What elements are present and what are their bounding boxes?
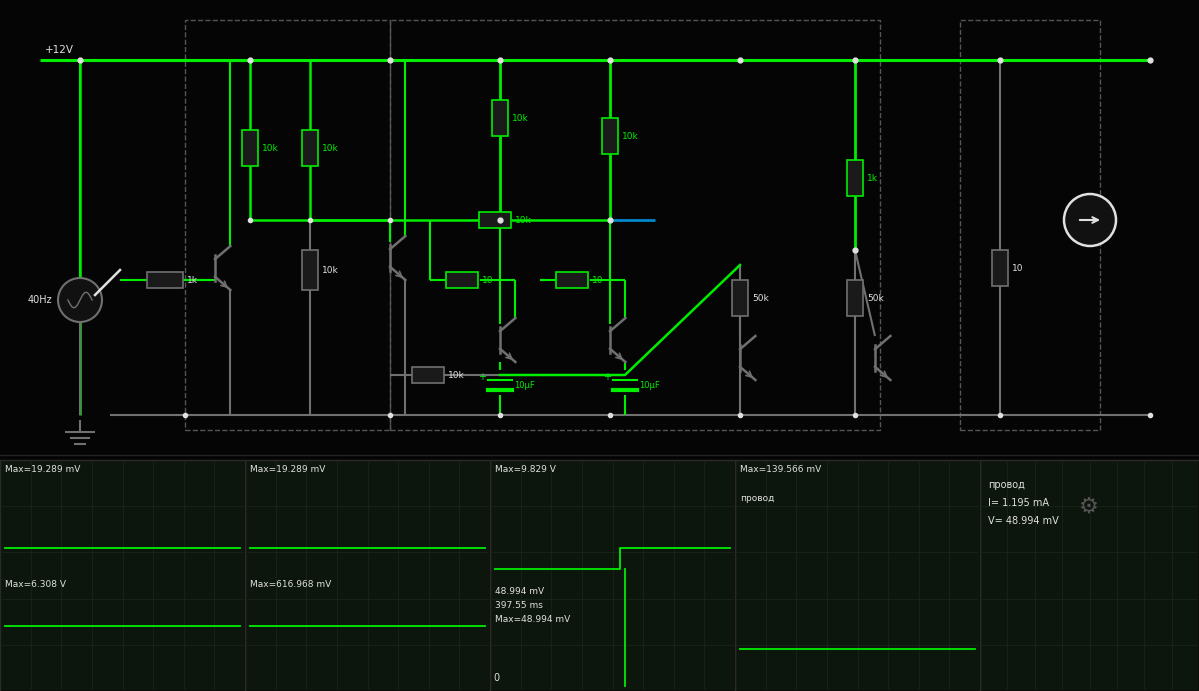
Bar <box>147 272 183 288</box>
Bar <box>846 280 863 316</box>
Bar <box>980 460 1199 691</box>
Bar <box>478 212 511 228</box>
Text: 10k: 10k <box>323 144 339 153</box>
Text: Max=6.308 V: Max=6.308 V <box>5 580 66 589</box>
Text: 50k: 50k <box>867 294 884 303</box>
Bar <box>412 367 444 383</box>
Bar <box>390 20 880 430</box>
Bar <box>0 0 1199 450</box>
Bar <box>846 160 863 196</box>
Bar <box>0 460 245 691</box>
Text: Max=9.829 V: Max=9.829 V <box>495 465 556 474</box>
Text: ⚙: ⚙ <box>1079 496 1099 516</box>
Bar <box>446 272 478 288</box>
Bar <box>242 130 258 166</box>
Text: 40Hz: 40Hz <box>28 295 52 305</box>
Text: Max=48.994 mV: Max=48.994 mV <box>495 615 571 624</box>
Text: 10k: 10k <box>516 216 531 225</box>
Text: V= 48.994 mV: V= 48.994 mV <box>988 516 1059 526</box>
Text: Max=616.968 mV: Max=616.968 mV <box>251 580 331 589</box>
Text: 397.55 ms: 397.55 ms <box>495 601 543 610</box>
Text: Max=19.289 mV: Max=19.289 mV <box>251 465 325 474</box>
Text: 50k: 50k <box>752 294 769 303</box>
Bar <box>1 461 245 690</box>
Text: 48.994 mV: 48.994 mV <box>495 587 544 596</box>
Text: I= 1.195 mA: I= 1.195 mA <box>988 498 1049 508</box>
Bar <box>490 460 735 691</box>
Bar <box>185 20 390 430</box>
Bar <box>735 460 980 691</box>
Text: провод: провод <box>740 494 775 503</box>
Text: 10k: 10k <box>512 113 529 122</box>
Text: Max=19.289 mV: Max=19.289 mV <box>5 465 80 474</box>
Circle shape <box>1064 194 1116 246</box>
Text: Max=139.566 mV: Max=139.566 mV <box>740 465 821 474</box>
Bar <box>302 250 318 290</box>
Bar <box>736 461 980 690</box>
Bar <box>602 118 617 154</box>
Text: +: + <box>478 372 486 382</box>
Bar <box>733 280 748 316</box>
Circle shape <box>58 278 102 322</box>
Bar <box>492 100 508 136</box>
Text: 10: 10 <box>482 276 494 285</box>
Text: 1k: 1k <box>867 173 878 182</box>
Text: 10k: 10k <box>263 144 278 153</box>
Text: 10μF: 10μF <box>639 381 659 390</box>
Text: 10k: 10k <box>622 131 639 140</box>
Text: 10: 10 <box>592 276 603 285</box>
Text: +: + <box>603 372 611 382</box>
Text: 1k: 1k <box>187 276 198 285</box>
Bar <box>992 250 1008 286</box>
Text: +12V: +12V <box>46 45 74 55</box>
Text: 10k: 10k <box>323 265 339 274</box>
Bar <box>246 461 489 690</box>
Text: 10k: 10k <box>448 370 465 379</box>
Bar <box>302 130 318 166</box>
Bar <box>245 460 490 691</box>
Bar <box>556 272 588 288</box>
Text: провод: провод <box>988 480 1025 490</box>
Text: 10: 10 <box>1012 263 1024 272</box>
Bar <box>981 461 1198 690</box>
Bar <box>960 20 1099 430</box>
Text: 10μF: 10μF <box>514 381 535 390</box>
Bar <box>492 461 734 690</box>
Text: 0: 0 <box>493 673 499 683</box>
